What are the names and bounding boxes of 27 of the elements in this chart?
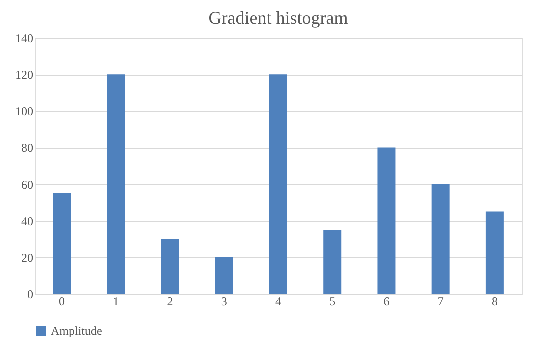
bar: [378, 148, 396, 294]
y-tick-label: 40: [22, 214, 34, 228]
bar: [324, 230, 342, 294]
chart-title: Gradient histogram: [208, 8, 348, 28]
legend-label: Amplitude: [51, 324, 102, 338]
x-tick-label: 5: [330, 294, 336, 308]
x-tick-label: 1: [113, 294, 120, 308]
y-tick-label: 80: [22, 141, 34, 156]
y-tick-label: 100: [16, 104, 34, 119]
bar: [161, 239, 180, 294]
x-tick-label: 2: [167, 294, 174, 308]
x-tick-label: 4: [276, 294, 282, 308]
y-tick-label: 20: [22, 250, 34, 265]
y-tick-label: 60: [22, 178, 34, 192]
x-tick-label: 3: [221, 294, 228, 308]
bar: [107, 74, 126, 294]
bar: [486, 212, 504, 294]
x-tick-label: 7: [438, 294, 444, 308]
y-tick-label: 120: [16, 68, 34, 82]
y-tick-label: 140: [16, 32, 34, 46]
bar: [215, 257, 234, 294]
x-tick-label: 6: [384, 294, 390, 308]
x-tick-label: 0: [59, 294, 66, 308]
bar: [270, 74, 288, 294]
x-tick-label: 8: [492, 294, 498, 308]
bar: [432, 184, 450, 294]
bar: [53, 193, 72, 294]
